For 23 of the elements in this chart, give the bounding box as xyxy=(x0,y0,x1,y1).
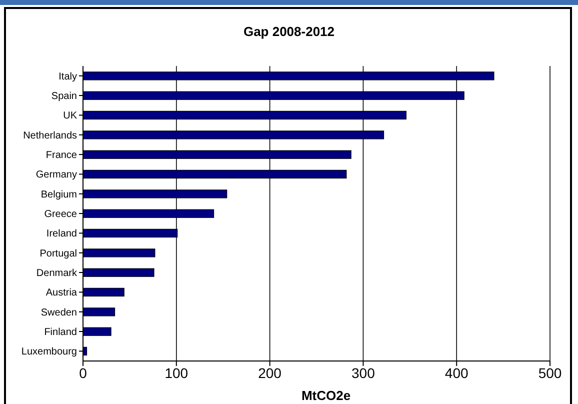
y-tick-label: Belgium xyxy=(40,189,77,200)
x-tick-label: 400 xyxy=(444,364,468,381)
y-tick-label: Finland xyxy=(44,327,77,338)
y-tick-label: Greece xyxy=(44,209,78,220)
y-tick-label: Luxembourg xyxy=(21,346,77,358)
y-tick-label: Denmark xyxy=(36,268,78,280)
x-axis-title: MtCO2e xyxy=(300,388,352,403)
y-tick-label: Germany xyxy=(36,170,77,181)
chart-title: Gap 2008-2012 xyxy=(242,24,336,39)
y-tick-label: Austria xyxy=(46,288,78,299)
y-tick-label: Sweden xyxy=(40,307,77,318)
x-tick-label: 500 xyxy=(538,364,562,381)
y-tick-label: Netherlands xyxy=(23,130,77,142)
y-tick-label: Italy xyxy=(58,71,77,82)
y-tick-label: Portugal xyxy=(40,248,77,260)
y-tick-label: UK xyxy=(63,110,78,122)
y-tick-label: France xyxy=(46,150,78,162)
y-tick-label: Spain xyxy=(51,91,77,102)
y-tick-label: Ireland xyxy=(46,228,77,240)
x-tick-label: 0 xyxy=(79,364,88,381)
x-tick-label: 200 xyxy=(258,364,282,381)
x-tick-label: 100 xyxy=(164,364,188,381)
x-tick-label: 300 xyxy=(352,364,376,381)
